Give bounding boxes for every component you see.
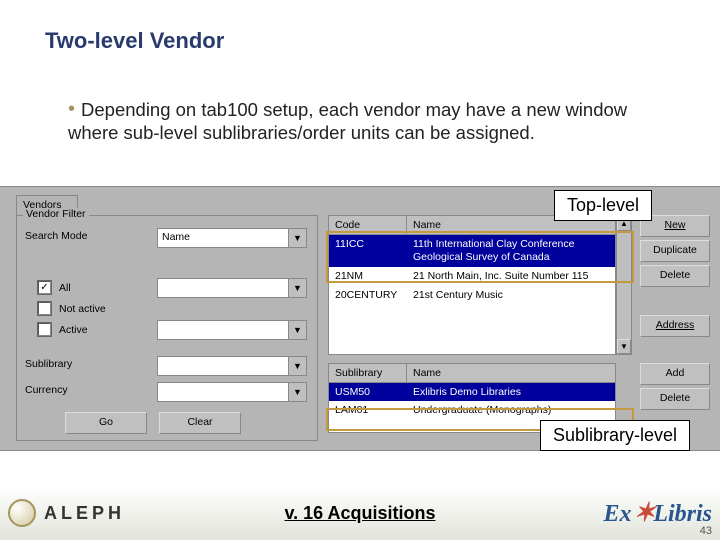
filter-group-title: Vendor Filter	[23, 208, 89, 220]
logo-icon	[8, 499, 36, 527]
vendor-filter-panel: Vendor Filter Search Mode Name ▼ ✓ All N…	[16, 215, 318, 441]
footer: ALEPH v. 16 Acquisitions Ex✶Libris	[0, 486, 720, 540]
table-row[interactable]: USM50 Exlibris Demo Libraries	[329, 383, 615, 401]
go-button[interactable]: Go	[65, 412, 147, 434]
add-button[interactable]: Add	[640, 363, 710, 385]
table-row[interactable]: 20CENTURY 21st Century Music	[329, 286, 615, 304]
address-button[interactable]: Address	[640, 315, 710, 337]
active-label: Active	[59, 324, 88, 336]
chevron-down-icon[interactable]: ▼	[288, 383, 306, 401]
col-subname: Name	[407, 364, 615, 383]
all-checkbox[interactable]: ✓	[37, 280, 52, 295]
highlight-top	[326, 231, 634, 283]
brand-text: ALEPH	[44, 503, 125, 524]
active-checkbox[interactable]	[37, 322, 52, 337]
app-screenshot: Vendors Vendor Filter Search Mode Name ▼…	[0, 186, 720, 451]
chevron-down-icon[interactable]: ▼	[288, 229, 306, 247]
currency-label: Currency	[25, 384, 68, 396]
not-active-checkbox[interactable]	[37, 301, 52, 316]
sublibrary-dropdown[interactable]: ▼	[157, 356, 307, 376]
aleph-logo: ALEPH	[8, 499, 125, 527]
chevron-down-icon[interactable]: ▼	[288, 279, 306, 297]
duplicate-button[interactable]: Duplicate	[640, 240, 710, 262]
page-number: 43	[700, 525, 712, 537]
sublibrary-label: Sublibrary	[25, 358, 72, 370]
exlibris-suffix: Libris	[653, 501, 712, 528]
delete-button[interactable]: Delete	[640, 265, 710, 287]
cell-code: 20CENTURY	[329, 286, 407, 304]
currency-dropdown[interactable]: ▼	[157, 382, 307, 402]
slide-title: Two-level Vendor	[45, 28, 224, 54]
chevron-down-icon[interactable]: ▼	[288, 321, 306, 339]
cell-subname: Exlibris Demo Libraries	[407, 383, 615, 401]
filter-dropdown-1[interactable]: ▼	[157, 278, 307, 298]
bullet-icon: •	[68, 98, 75, 120]
cell-name: 21st Century Music	[407, 286, 615, 304]
search-mode-label: Search Mode	[25, 230, 87, 242]
scroll-down-icon[interactable]: ▼	[617, 339, 631, 354]
all-label: All	[59, 282, 71, 294]
cell-subcode: USM50	[329, 383, 407, 401]
clear-button[interactable]: Clear	[159, 412, 241, 434]
bullet-text: Depending on tab100 setup, each vendor m…	[68, 99, 627, 143]
annotation-top: Top-level	[554, 190, 652, 221]
filter-dropdown-2[interactable]: ▼	[157, 320, 307, 340]
search-mode-dropdown[interactable]: Name ▼	[157, 228, 307, 248]
annotation-bottom: Sublibrary-level	[540, 420, 690, 451]
footer-center: v. 16 Acquisitions	[284, 503, 435, 524]
exlibris-prefix: Ex	[604, 501, 632, 528]
exlibris-logo: Ex✶Libris	[604, 498, 713, 528]
search-mode-value: Name	[162, 231, 190, 243]
not-active-label: Not active	[59, 303, 106, 315]
col-sublibrary: Sublibrary	[329, 364, 407, 383]
bullet-block: • Depending on tab100 setup, each vendor…	[68, 98, 670, 144]
chevron-down-icon[interactable]: ▼	[288, 357, 306, 375]
delete2-button[interactable]: Delete	[640, 388, 710, 410]
